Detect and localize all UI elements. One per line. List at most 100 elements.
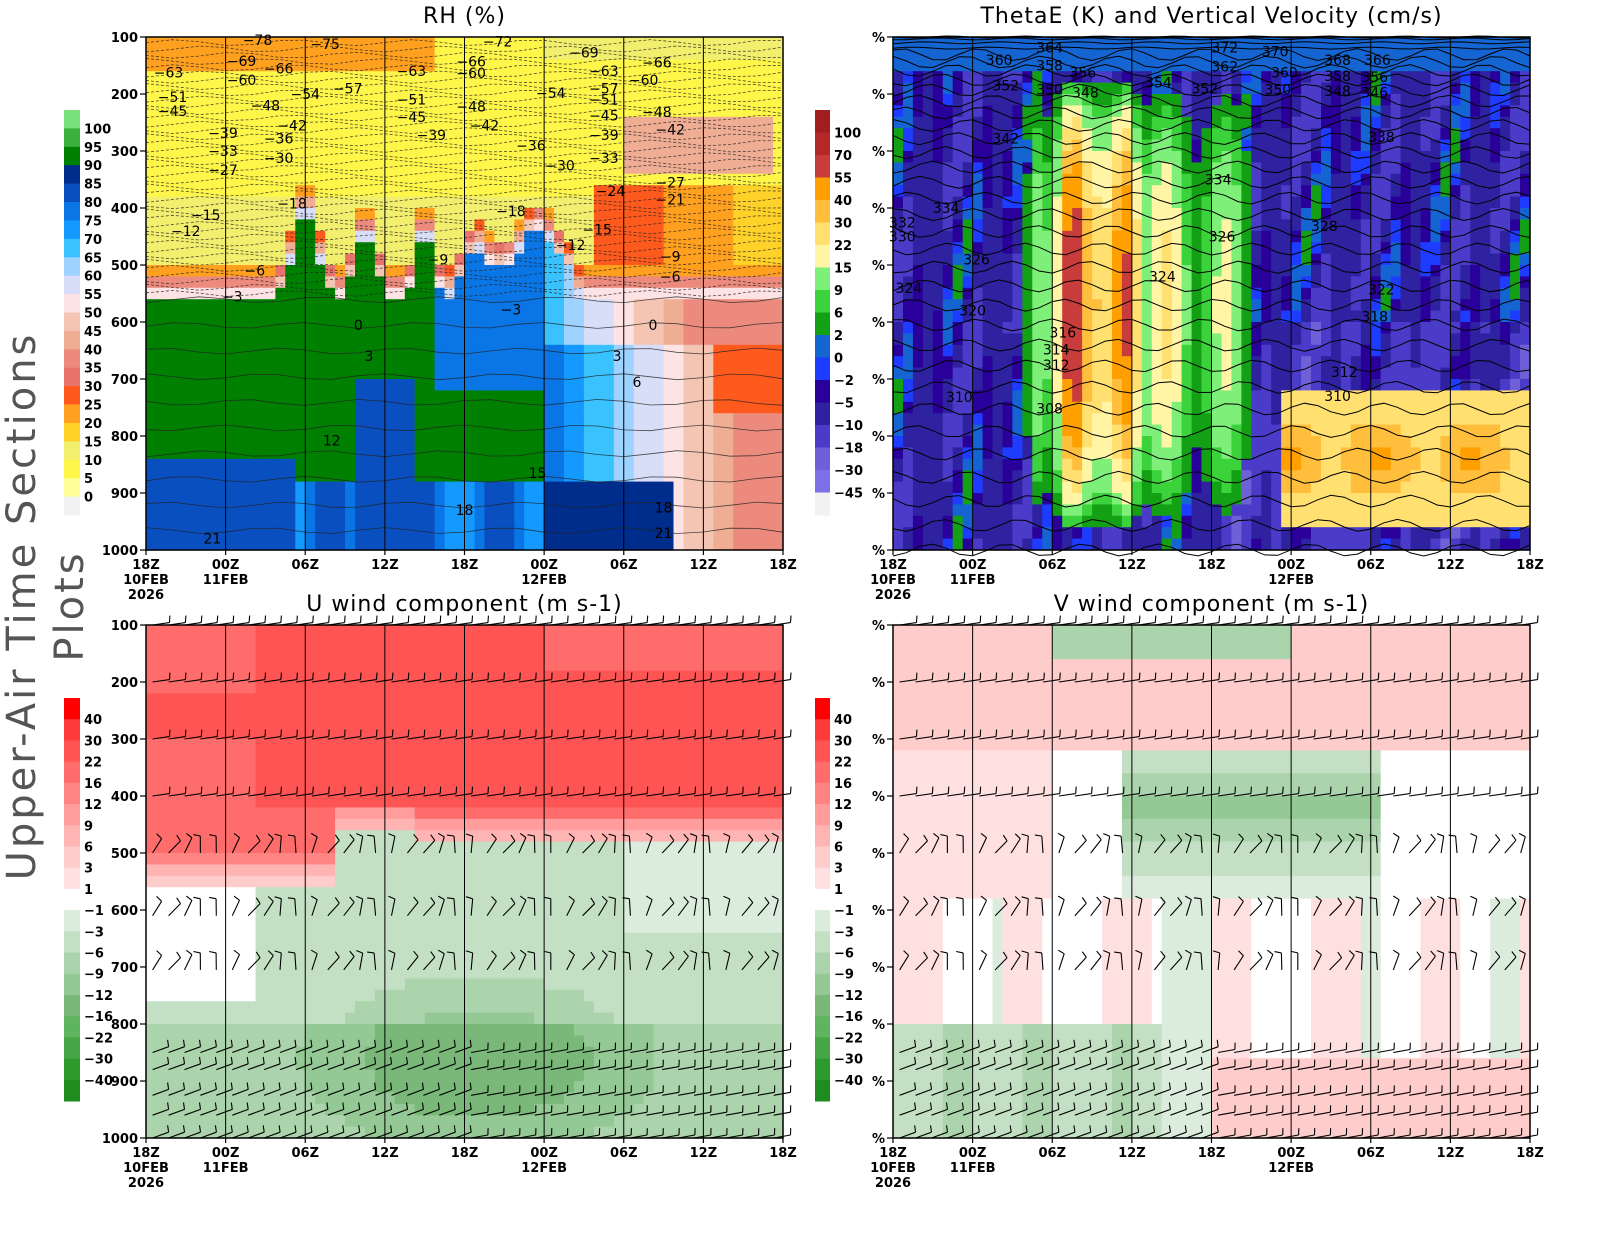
x-tick-label: 12Z	[690, 558, 718, 573]
field-cell	[226, 379, 237, 391]
field-cell	[166, 459, 177, 471]
field-cell	[514, 504, 525, 516]
field-cell	[365, 242, 376, 254]
field-cell	[674, 94, 685, 106]
field-cell	[574, 527, 585, 539]
field-cell	[993, 482, 1004, 494]
field-cell	[484, 151, 495, 163]
field-cell	[1062, 128, 1073, 140]
field-cell	[693, 379, 704, 391]
field-cell	[1132, 219, 1143, 231]
contour-label: −60	[629, 73, 659, 89]
field-cell	[1052, 242, 1063, 254]
field-cell	[1281, 459, 1292, 471]
contour-label: −15	[582, 223, 612, 239]
field-cell	[315, 390, 326, 402]
field-cell	[166, 197, 177, 209]
field-cell	[305, 174, 316, 186]
field-cell	[1052, 288, 1063, 300]
field-cell	[963, 322, 974, 334]
field-cell	[664, 390, 675, 402]
field-cell	[923, 333, 934, 345]
field-cell	[475, 83, 486, 95]
field-cell	[1182, 402, 1193, 414]
field-cell	[415, 254, 426, 266]
field-cell	[743, 516, 754, 528]
field-cell	[973, 185, 984, 197]
field-cell	[265, 299, 276, 311]
field-cell	[534, 413, 545, 425]
field-cell	[196, 151, 207, 163]
field-cell	[1231, 311, 1242, 323]
field-cell	[1281, 356, 1292, 368]
field-cell	[1212, 299, 1223, 311]
field-cell	[325, 140, 336, 152]
field-cell	[634, 413, 645, 425]
field-cell	[1092, 390, 1103, 402]
field-cell	[983, 333, 994, 345]
field-cell	[574, 482, 585, 494]
field-cell	[1192, 322, 1203, 334]
field-cell	[385, 459, 396, 471]
field-cell	[713, 470, 724, 482]
field-cell	[544, 368, 555, 380]
field-cell	[216, 516, 227, 528]
field-cell	[614, 379, 625, 391]
field-cell	[1251, 493, 1262, 505]
field-cell	[1162, 105, 1173, 117]
field-cell	[534, 219, 545, 231]
contour-label: −27	[208, 163, 238, 179]
field-cell	[654, 208, 665, 220]
field-cell	[1311, 105, 1322, 117]
field-cell	[315, 516, 326, 528]
field-cell	[983, 436, 994, 448]
colorbar-label: 25	[84, 399, 102, 414]
field-cell	[166, 333, 177, 345]
field-cell	[425, 470, 436, 482]
field-cell	[156, 128, 167, 140]
field-cell	[325, 493, 336, 505]
field-cell	[1182, 231, 1193, 243]
field-cell	[723, 470, 734, 482]
field-cell	[1241, 288, 1252, 300]
field-cell	[275, 390, 286, 402]
field-cell	[455, 402, 466, 414]
field-cell	[1062, 219, 1073, 231]
field-cell	[415, 311, 426, 323]
field-cell	[614, 436, 625, 448]
field-cell	[1241, 504, 1252, 516]
field-cell	[1052, 527, 1063, 539]
field-cell	[405, 333, 416, 345]
field-cell	[365, 151, 376, 163]
field-cell	[743, 117, 754, 129]
field-cell	[1291, 254, 1302, 266]
field-cell	[773, 174, 784, 186]
field-cell	[1112, 345, 1123, 357]
field-cell	[405, 402, 416, 414]
field-cell	[674, 299, 685, 311]
field-cell	[1102, 94, 1113, 106]
field-cell	[1072, 413, 1083, 425]
field-cell	[953, 231, 964, 243]
field-cell	[1102, 219, 1113, 231]
field-cell	[1231, 162, 1242, 174]
field-cell	[913, 197, 924, 209]
contour-label: 21	[203, 532, 221, 548]
field-cell	[1102, 151, 1113, 163]
field-cell	[445, 333, 456, 345]
field-cell	[1241, 493, 1252, 505]
field-cell	[1032, 276, 1043, 288]
field-cell	[923, 390, 934, 402]
field-cell	[275, 493, 286, 505]
field-cell	[475, 333, 486, 345]
field-cell	[504, 402, 515, 414]
field-cell	[435, 356, 446, 368]
field-cell	[963, 345, 974, 357]
field-cell	[146, 333, 157, 345]
field-cell	[315, 197, 326, 209]
field-cell	[1102, 527, 1113, 539]
field-cell	[236, 516, 247, 528]
contour-label: 12	[323, 434, 341, 450]
field-cell	[1132, 254, 1143, 266]
field-cell	[1012, 390, 1023, 402]
